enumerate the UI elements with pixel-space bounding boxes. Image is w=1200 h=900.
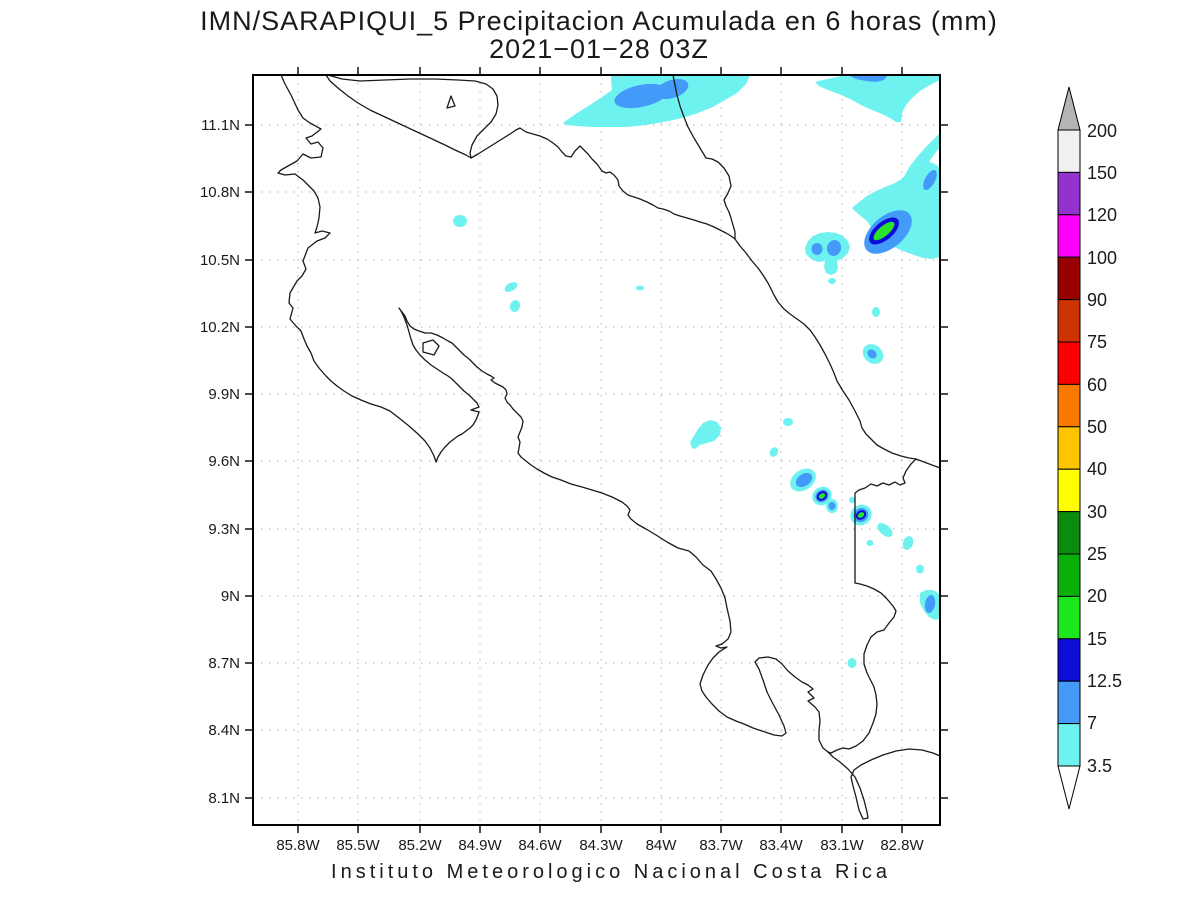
lon-tick-label: 82.8W bbox=[880, 837, 924, 854]
lon-tick-label: 84.6W bbox=[518, 837, 562, 854]
island-ometepe bbox=[446, 95, 456, 109]
precip-blue-north-edge bbox=[848, 75, 888, 82]
lat-tick-label: 9.6N bbox=[208, 453, 240, 470]
precip-green-layer bbox=[818, 221, 895, 518]
colorbar-box bbox=[1057, 214, 1081, 258]
precip-band-northeast bbox=[815, 75, 940, 122]
colorbar-box bbox=[1057, 595, 1081, 640]
colorbar: 200 150 120 100 90 75 60 50 40 30 25 20 … bbox=[1057, 86, 1122, 810]
lat-axis: 11.1N 10.8N 10.5N 10.2N 9.9N 9.6N 9.3N 9… bbox=[200, 117, 240, 807]
lon-tick-label: 85.8W bbox=[276, 837, 320, 854]
colorbar-box bbox=[1057, 638, 1081, 682]
colorbar-label: 12.5 bbox=[1087, 671, 1122, 691]
valid-time-subtitle: 2021−01−28 03Z bbox=[489, 34, 709, 64]
lon-tick-label: 84W bbox=[646, 837, 678, 854]
lat-tick-label: 11.1N bbox=[201, 117, 240, 134]
colorbar-box bbox=[1057, 468, 1081, 513]
colorbar-label: 200 bbox=[1087, 121, 1117, 141]
colorbar-label: 90 bbox=[1087, 290, 1107, 310]
colorbar-label: 75 bbox=[1087, 332, 1107, 352]
colorbar-arrow-above bbox=[1057, 86, 1081, 131]
lon-tick-label: 83.7W bbox=[699, 837, 743, 854]
lon-tick-label: 84.9W bbox=[458, 837, 502, 854]
colorbar-label: 60 bbox=[1087, 375, 1107, 395]
colorbar-box bbox=[1057, 341, 1081, 385]
colorbar-label: 100 bbox=[1087, 248, 1117, 268]
colorbar-label: 50 bbox=[1087, 417, 1107, 437]
lon-tick-label: 85.2W bbox=[398, 837, 442, 854]
colorbar-box bbox=[1057, 256, 1081, 301]
coastline-caribbean-north bbox=[672, 75, 736, 240]
lat-tick-label: 9.3N bbox=[208, 521, 240, 538]
border-nicaragua-and-caribbean-coast bbox=[470, 127, 940, 469]
map-canvas bbox=[253, 75, 940, 825]
colorbar-label: 40 bbox=[1087, 459, 1107, 479]
colorbar-arrow-below bbox=[1057, 765, 1081, 810]
colorbar-label: 15 bbox=[1087, 629, 1107, 649]
page-title: IMN/SARAPIQUI_5 Precipitacion Acumulada … bbox=[200, 6, 998, 36]
colorbar-box bbox=[1057, 383, 1081, 428]
colorbar-label: 120 bbox=[1087, 205, 1117, 225]
footer-credit: Instituto Meteorologico Nacional Costa R… bbox=[331, 861, 891, 883]
colorbar-box bbox=[1057, 171, 1081, 216]
colorbar-label: 7 bbox=[1087, 713, 1097, 733]
island-chira bbox=[422, 339, 440, 356]
lon-tick-label: 83.1W bbox=[820, 837, 864, 854]
coastline-lake-nicaragua bbox=[325, 75, 499, 159]
axis-ticks bbox=[245, 67, 948, 833]
colorbar-box bbox=[1057, 426, 1081, 470]
colorbar-label: 20 bbox=[1087, 586, 1107, 606]
lat-tick-label: 8.1N bbox=[208, 790, 240, 807]
coastline-layer bbox=[277, 75, 940, 820]
lat-tick-label: 8.7N bbox=[208, 655, 240, 672]
lon-axis: 85.8W 85.5W 85.2W 84.9W 84.6W 84.3W 84W … bbox=[276, 837, 924, 854]
lat-tick-label: 10.5N bbox=[200, 252, 240, 269]
colorbar-box bbox=[1057, 511, 1081, 555]
grid-lines bbox=[253, 75, 940, 825]
precip-ne-storm-outer bbox=[852, 161, 940, 259]
colorbar-box bbox=[1057, 553, 1081, 597]
lat-tick-label: 9N bbox=[221, 588, 240, 605]
coastline-pacific-costa-rica bbox=[277, 75, 940, 820]
lon-tick-label: 84.3W bbox=[579, 837, 623, 854]
colorbar-label: 3.5 bbox=[1087, 756, 1112, 776]
lat-tick-label: 8.4N bbox=[208, 722, 240, 739]
colorbar-box bbox=[1057, 129, 1081, 173]
lat-tick-label: 9.9N bbox=[208, 386, 240, 403]
lon-tick-label: 85.5W bbox=[336, 837, 380, 854]
colorbar-box bbox=[1057, 680, 1081, 725]
precip-blob-central bbox=[690, 420, 721, 449]
lat-tick-label: 10.8N bbox=[200, 184, 240, 201]
colorbar-box bbox=[1057, 723, 1081, 767]
colorbar-label: 30 bbox=[1087, 502, 1107, 522]
map-frame bbox=[252, 74, 941, 826]
lon-tick-label: 83.4W bbox=[759, 837, 803, 854]
colorbar-labels: 200 150 120 100 90 75 60 50 40 30 25 20 … bbox=[1087, 121, 1122, 776]
colorbar-label: 150 bbox=[1087, 163, 1117, 183]
colorbar-label: 25 bbox=[1087, 544, 1107, 564]
colorbar-box bbox=[1057, 299, 1081, 343]
border-panama bbox=[827, 458, 917, 754]
lat-tick-label: 10.2N bbox=[200, 319, 240, 336]
